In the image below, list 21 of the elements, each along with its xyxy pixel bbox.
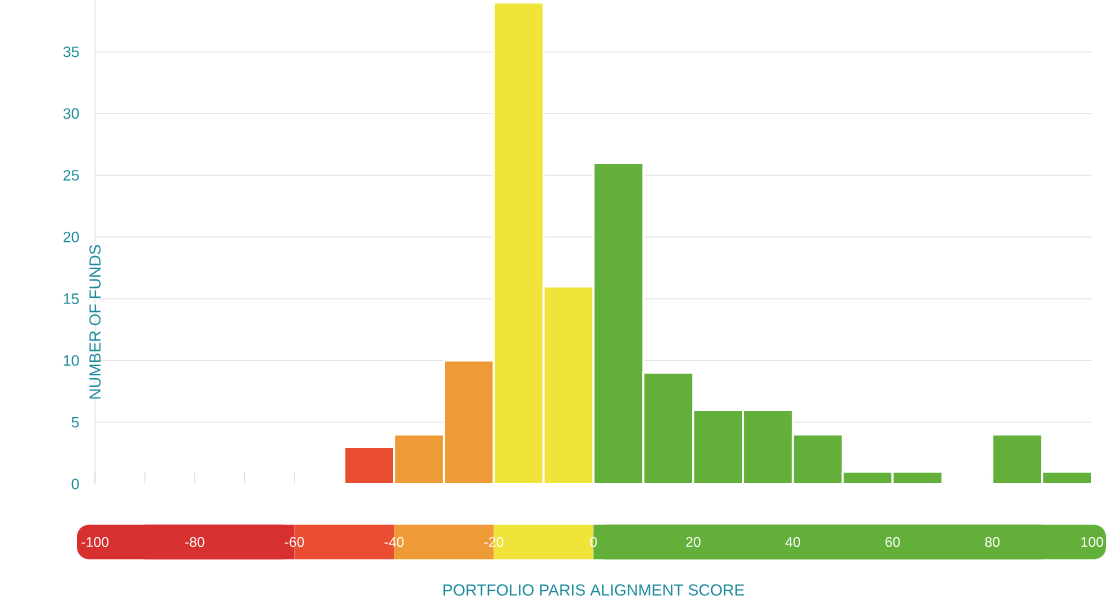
y-tick-label: 20: [63, 231, 79, 243]
x-tick-label: -60: [284, 537, 304, 547]
x-tick-label: -100: [81, 537, 109, 547]
y-axis-title: NUMBER OF FUNDS: [89, 244, 101, 399]
x-tick-label: -20: [484, 537, 504, 547]
y-tick-label: 15: [63, 293, 79, 305]
x-tick-label: -80: [185, 537, 205, 547]
y-tick-label: 30: [63, 108, 79, 119]
x-tick-label: 80: [985, 537, 1000, 547]
x-tick-label: 60: [885, 537, 900, 547]
y-tick-label: 0: [71, 478, 79, 490]
y-tick-label: 35: [63, 46, 79, 58]
x-tick-label: 40: [785, 537, 801, 547]
x-axis-title: PORTFOLIO PARIS ALIGNMENT SCORE: [443, 584, 745, 596]
y-tick-label: 10: [63, 355, 79, 366]
x-tick-label: 0: [590, 537, 597, 547]
x-tick-label: 100: [1081, 537, 1104, 547]
x-tick-label: -40: [384, 537, 404, 547]
y-tick-label: 25: [63, 170, 79, 181]
x-tick-label: 20: [686, 537, 701, 547]
y-tick-label: 5: [71, 417, 79, 428]
